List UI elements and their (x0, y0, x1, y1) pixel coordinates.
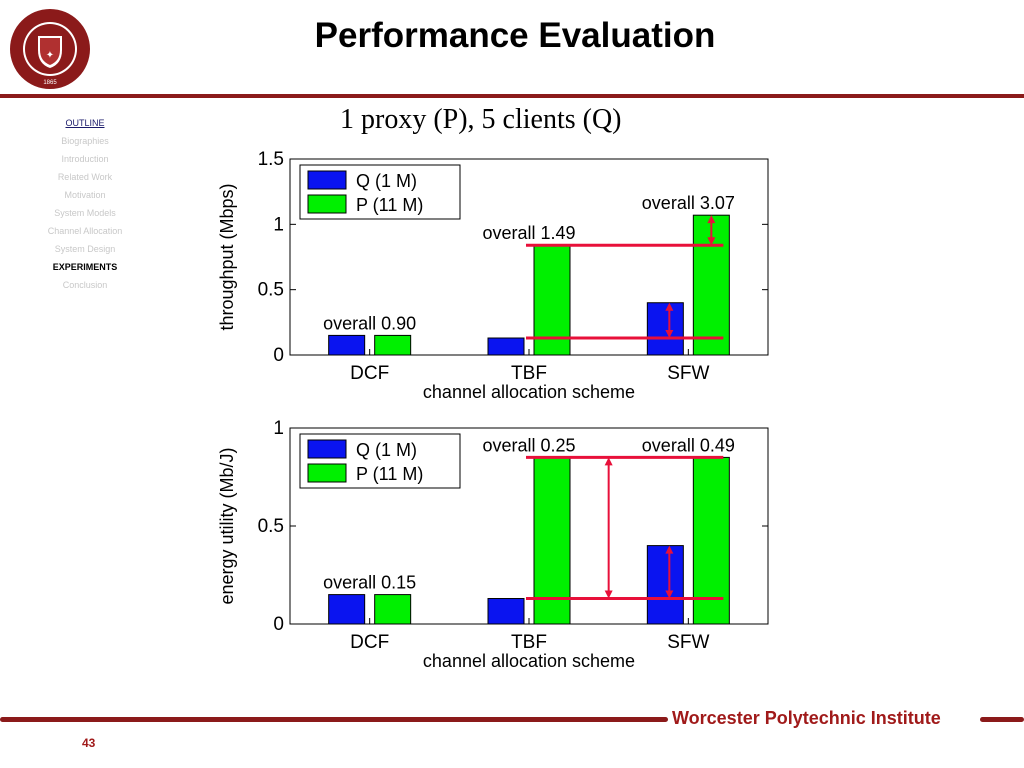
y-tick-label: 0 (273, 614, 284, 635)
bar-p-11-m--dcf (374, 594, 412, 625)
footer-rule-left (0, 717, 668, 722)
sidebar-item-system-design[interactable]: System Design (54, 244, 116, 254)
overall-annotation: overall 0.49 (642, 435, 735, 455)
header-divider (0, 94, 1024, 98)
y-tick-label: 0.5 (258, 516, 284, 537)
bar-q-1-m--dcf (328, 334, 366, 356)
footer-institution: Worcester Polytechnic Institute (672, 708, 941, 728)
overall-annotation: overall 3.07 (642, 193, 735, 213)
overall-annotation: overall 1.49 (482, 223, 575, 243)
x-axis-label: channel allocation scheme (423, 382, 635, 400)
arrow-head-up (707, 215, 716, 224)
page-title: Performance Evaluation (314, 16, 716, 55)
y-tick-label: 0.5 (258, 280, 284, 301)
y-axis-label: throughput (Mbps) (217, 183, 237, 330)
x-tick-label: DCF (350, 632, 389, 653)
y-tick-label: 0 (273, 345, 284, 366)
legend-label: P (11 M) (356, 195, 423, 215)
legend-label: Q (1 M) (356, 171, 417, 191)
sidebar-item-motivation[interactable]: Motivation (64, 190, 106, 200)
x-tick-label: TBF (511, 632, 547, 653)
y-axis-label: energy utility (Mb/J) (217, 447, 237, 604)
bar-p-11-m--sfw (692, 456, 730, 625)
x-tick-label: SFW (667, 363, 709, 384)
legend-swatch (307, 194, 347, 214)
arrow-head-up (604, 457, 613, 466)
x-tick-label: DCF (350, 363, 389, 384)
arrow-head-down (665, 590, 674, 599)
arrow-head-down (665, 330, 674, 339)
legend-swatch (307, 170, 347, 190)
sidebar-item-experiments[interactable]: EXPERIMENTS (52, 262, 118, 272)
slide-subtitle: 1 proxy (P), 5 clients (Q) (340, 104, 622, 135)
y-tick-label: 1 (273, 214, 284, 235)
overall-annotation: overall 0.90 (323, 313, 416, 333)
logo-year: 1865 (43, 80, 57, 86)
page-number: 43 (82, 736, 96, 750)
legend-label: Q (1 M) (356, 440, 417, 460)
sidebar-item-biographies[interactable]: Biographies (61, 136, 109, 146)
sidebar-item-outline[interactable]: OUTLINE (65, 118, 105, 128)
bar-q-1-m--tbf (487, 337, 525, 356)
arrow-head-down (604, 590, 613, 599)
bar-q-1-m--tbf (487, 598, 525, 625)
bar-q-1-m--dcf (328, 594, 366, 625)
bar-q-1-m--sfw (646, 302, 684, 356)
wpi-seal-logo: ✦ 1865 (10, 9, 90, 89)
footer-rule-right (980, 717, 1024, 722)
svg-text:✦: ✦ (46, 50, 54, 61)
legend-swatch (307, 439, 347, 459)
arrow-head-up (665, 545, 674, 554)
y-tick-label: 1.5 (258, 149, 284, 170)
legend-swatch (307, 463, 347, 483)
y-tick-label: 1 (273, 418, 284, 439)
sidebar-item-conclusion[interactable]: Conclusion (62, 280, 108, 290)
overall-annotation: overall 0.25 (482, 435, 575, 455)
bar-p-11-m--dcf (374, 334, 412, 356)
arrow-head-down (707, 237, 716, 246)
legend-label: P (11 M) (356, 464, 423, 484)
outline-sidebar: OUTLINE Biographies Introduction Related… (30, 116, 140, 296)
x-tick-label: TBF (511, 363, 547, 384)
sidebar-item-channel-allocation[interactable]: Channel Allocation (47, 226, 123, 236)
energy-utility-bar-chart: 0 0.5 1 energy utility (Mb/J) DCF TBF SFW chann… (217, 418, 769, 669)
x-axis-label: channel allocation scheme (423, 651, 635, 669)
sidebar-item-introduction[interactable]: Introduction (61, 154, 109, 164)
overall-annotation: overall 0.15 (323, 573, 416, 593)
bar-p-11-m--tbf (533, 456, 571, 625)
arrow-head-up (665, 302, 674, 311)
sidebar-item-related-work[interactable]: Related Work (57, 172, 113, 182)
throughput-bar-chart: 0 0.5 1 1.5 throughput (Mbps) DCF TBF SFW channe… (217, 149, 769, 400)
x-tick-label: SFW (667, 632, 709, 653)
bar-q-1-m--sfw (646, 545, 684, 625)
sidebar-item-system-models[interactable]: System Models (54, 208, 116, 218)
